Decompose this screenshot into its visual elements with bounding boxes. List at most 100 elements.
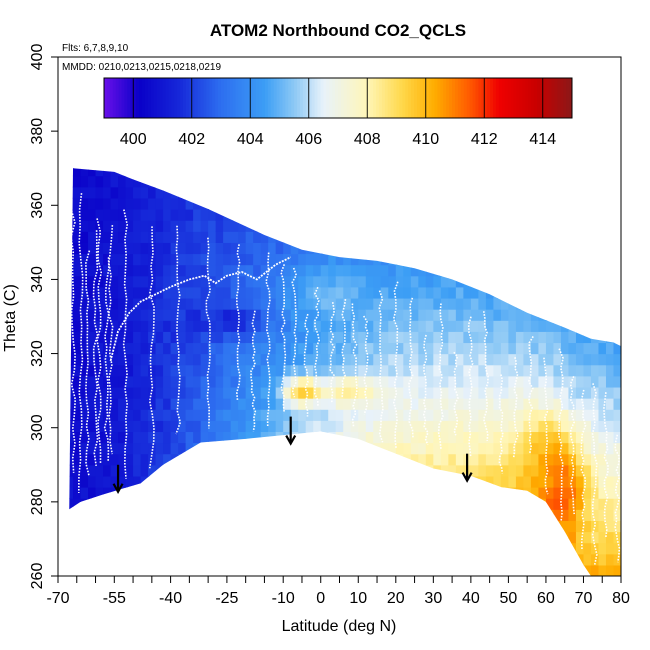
field-cell bbox=[485, 464, 494, 477]
field-cell bbox=[73, 509, 82, 521]
x-tick-label: -40 bbox=[159, 590, 182, 607]
x-tick-label: 40 bbox=[462, 590, 480, 607]
field-cell bbox=[140, 375, 149, 388]
field-cell bbox=[613, 464, 621, 477]
field-cell bbox=[575, 398, 585, 410]
field-cell bbox=[268, 409, 277, 421]
field-cell bbox=[260, 364, 269, 377]
field-cell bbox=[140, 331, 149, 344]
field-cell bbox=[290, 242, 299, 255]
field-cell bbox=[313, 431, 322, 444]
colorbar-swatch bbox=[484, 78, 488, 118]
field-cell bbox=[275, 409, 284, 421]
field-cell bbox=[80, 175, 89, 188]
field-cell bbox=[313, 420, 322, 433]
field-cell bbox=[260, 420, 269, 433]
field-cell bbox=[425, 331, 434, 344]
colorbar-swatch bbox=[221, 78, 225, 118]
field-cell bbox=[110, 475, 119, 488]
field-cell bbox=[170, 353, 179, 366]
field-cell bbox=[590, 453, 600, 466]
colorbar-swatch bbox=[399, 78, 403, 118]
field-cell bbox=[388, 398, 397, 410]
field-cell bbox=[575, 342, 585, 355]
field-cell bbox=[373, 331, 382, 344]
field-cell bbox=[553, 320, 562, 332]
field-cell bbox=[163, 309, 172, 321]
field-cell bbox=[478, 275, 487, 288]
field-cell bbox=[523, 309, 532, 321]
field-cell bbox=[313, 242, 322, 255]
field-cell bbox=[80, 398, 89, 410]
field-cell bbox=[515, 409, 525, 421]
field-cell bbox=[365, 386, 374, 399]
field-cell bbox=[425, 364, 434, 377]
field-cell bbox=[140, 342, 149, 355]
field-cell bbox=[418, 386, 427, 399]
field-cell bbox=[568, 531, 577, 544]
field-cell bbox=[215, 208, 224, 221]
x-tick-label: 50 bbox=[500, 590, 518, 607]
field-cell bbox=[433, 342, 442, 355]
field-cell bbox=[395, 297, 404, 310]
field-cell bbox=[500, 475, 509, 488]
field-cell bbox=[140, 175, 149, 188]
field-cell bbox=[260, 398, 269, 410]
field-cell bbox=[283, 253, 292, 266]
field-cell bbox=[125, 342, 134, 355]
flight-profile bbox=[341, 299, 347, 398]
field-cell bbox=[463, 309, 472, 321]
field-cell bbox=[305, 297, 314, 310]
field-cell bbox=[403, 375, 412, 388]
field-cell bbox=[185, 320, 194, 332]
field-cell bbox=[538, 342, 547, 355]
field-cell bbox=[583, 475, 592, 488]
field-cell bbox=[388, 331, 397, 344]
field-cell bbox=[613, 542, 621, 555]
field-cell bbox=[155, 286, 164, 299]
field-cell bbox=[193, 331, 202, 344]
field-cell bbox=[403, 297, 412, 310]
field-cell bbox=[69, 242, 74, 255]
field-cell bbox=[58, 342, 66, 354]
field-cell bbox=[223, 242, 232, 255]
field-cell bbox=[470, 442, 479, 455]
field-cell bbox=[253, 442, 262, 455]
field-cell bbox=[268, 353, 277, 366]
flight-profile bbox=[148, 226, 155, 469]
field-cell bbox=[118, 286, 127, 299]
field-cell bbox=[350, 342, 359, 355]
field-cell bbox=[365, 375, 374, 388]
field-cell bbox=[133, 186, 142, 199]
colorbar-swatch bbox=[487, 78, 491, 118]
field-cell bbox=[245, 220, 254, 232]
field-cell bbox=[470, 420, 479, 433]
field-cell bbox=[313, 264, 322, 277]
field-cell bbox=[208, 242, 217, 255]
field-cell bbox=[500, 464, 509, 477]
field-cell bbox=[170, 409, 179, 421]
field-cell bbox=[335, 331, 344, 344]
field-cell bbox=[140, 297, 149, 310]
field-cell bbox=[200, 264, 209, 277]
field-cell bbox=[553, 398, 562, 410]
colorbar-swatch bbox=[469, 78, 474, 118]
field-cell bbox=[215, 420, 224, 433]
field-cell bbox=[88, 498, 97, 510]
colorbar-swatch bbox=[384, 78, 389, 118]
field-cell bbox=[125, 168, 134, 177]
field-cell bbox=[69, 487, 74, 499]
flight-profile bbox=[422, 334, 429, 446]
field-cell bbox=[538, 420, 547, 433]
field-cell bbox=[238, 275, 247, 288]
field-cell bbox=[163, 186, 172, 199]
field-cell bbox=[388, 342, 397, 355]
field-cell bbox=[95, 442, 104, 455]
field-cell bbox=[148, 442, 157, 455]
field-cell bbox=[335, 420, 344, 433]
field-cell bbox=[395, 364, 404, 377]
field-cell bbox=[88, 197, 97, 210]
field-cell bbox=[118, 353, 127, 366]
field-cell bbox=[185, 253, 194, 266]
field-cell bbox=[508, 409, 517, 421]
